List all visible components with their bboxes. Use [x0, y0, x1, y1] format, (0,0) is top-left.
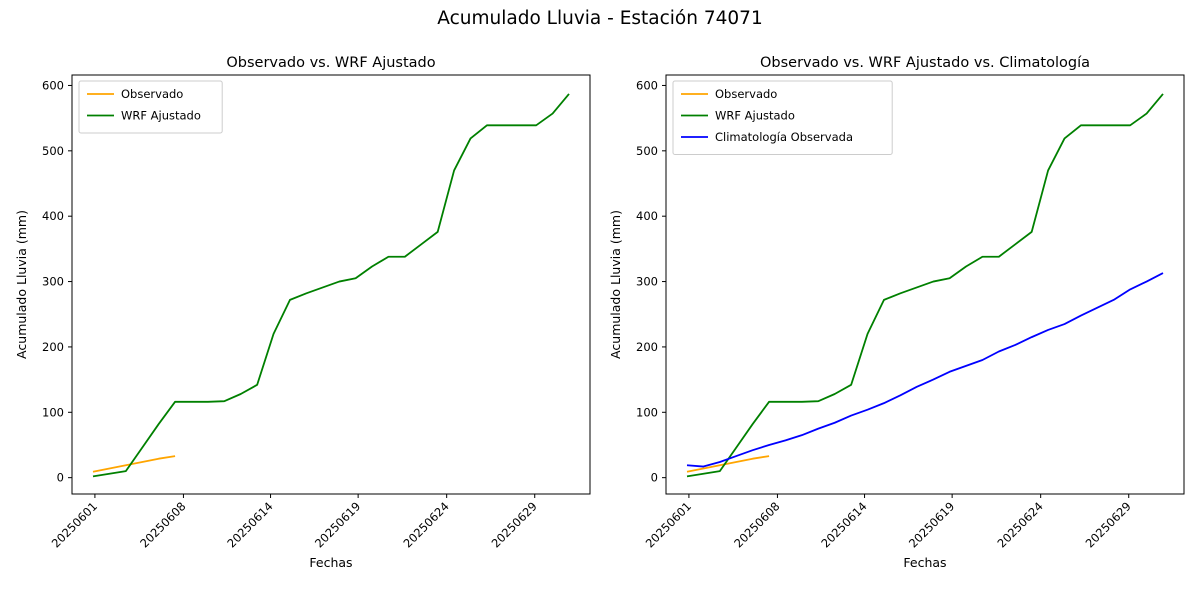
- series-line-wrf-ajustado: [686, 93, 1164, 478]
- legend-box: [78, 80, 223, 134]
- y-tick-label: 600: [42, 78, 64, 92]
- axes-title: Observado vs. WRF Ajustado: [226, 55, 435, 71]
- x-tick-label: 20250614: [818, 499, 869, 550]
- legend-label-observado: Observado: [121, 87, 183, 101]
- y-axis-label: Acumulado Lluvia (mm): [14, 210, 29, 359]
- y-tick-label: 500: [42, 144, 64, 158]
- axes-frame: [665, 74, 1185, 495]
- x-tick-label: 20250608: [731, 499, 782, 550]
- legend-label-wrf-ajustado: WRF Ajustado: [715, 109, 795, 123]
- y-tick-label: 600: [636, 78, 658, 92]
- series-line-climatologia-observada: [686, 272, 1164, 468]
- axes-frame: [71, 74, 591, 495]
- legend-label-wrf-ajustado: WRF Ajustado: [121, 109, 201, 123]
- y-tick-label: 300: [42, 275, 64, 289]
- legend-label-climatologia-observada: Climatología Observada: [715, 130, 853, 144]
- y-tick-label: 0: [57, 471, 64, 485]
- y-tick-label: 200: [42, 340, 64, 354]
- legend-box: [672, 80, 893, 155]
- y-tick-label: 200: [636, 340, 658, 354]
- legend-label-observado: Observado: [715, 87, 777, 101]
- x-tick-label: 20250629: [1083, 499, 1134, 550]
- y-tick-label: 300: [636, 275, 658, 289]
- x-axis-label: Fechas: [309, 555, 352, 570]
- x-axis-label: Fechas: [903, 555, 946, 570]
- x-tick-label: 20250624: [994, 499, 1045, 550]
- y-tick-label: 400: [42, 209, 64, 223]
- series-line-observado: [92, 455, 176, 473]
- y-tick-label: 100: [42, 405, 64, 419]
- y-tick-label: 400: [636, 209, 658, 223]
- series-line-wrf-ajustado: [92, 93, 570, 478]
- series-line-observado: [686, 455, 770, 473]
- y-axis-label: Acumulado Lluvia (mm): [608, 210, 623, 359]
- y-tick-label: 0: [651, 471, 658, 485]
- x-tick-label: 20250619: [906, 499, 957, 550]
- x-tick-label: 20250601: [643, 499, 694, 550]
- axes-title: Observado vs. WRF Ajustado vs. Climatolo…: [760, 55, 1090, 71]
- y-tick-label: 500: [636, 144, 658, 158]
- y-tick-label: 100: [636, 405, 658, 419]
- figure-title: Acumulado Lluvia - Estación 74071: [437, 8, 763, 29]
